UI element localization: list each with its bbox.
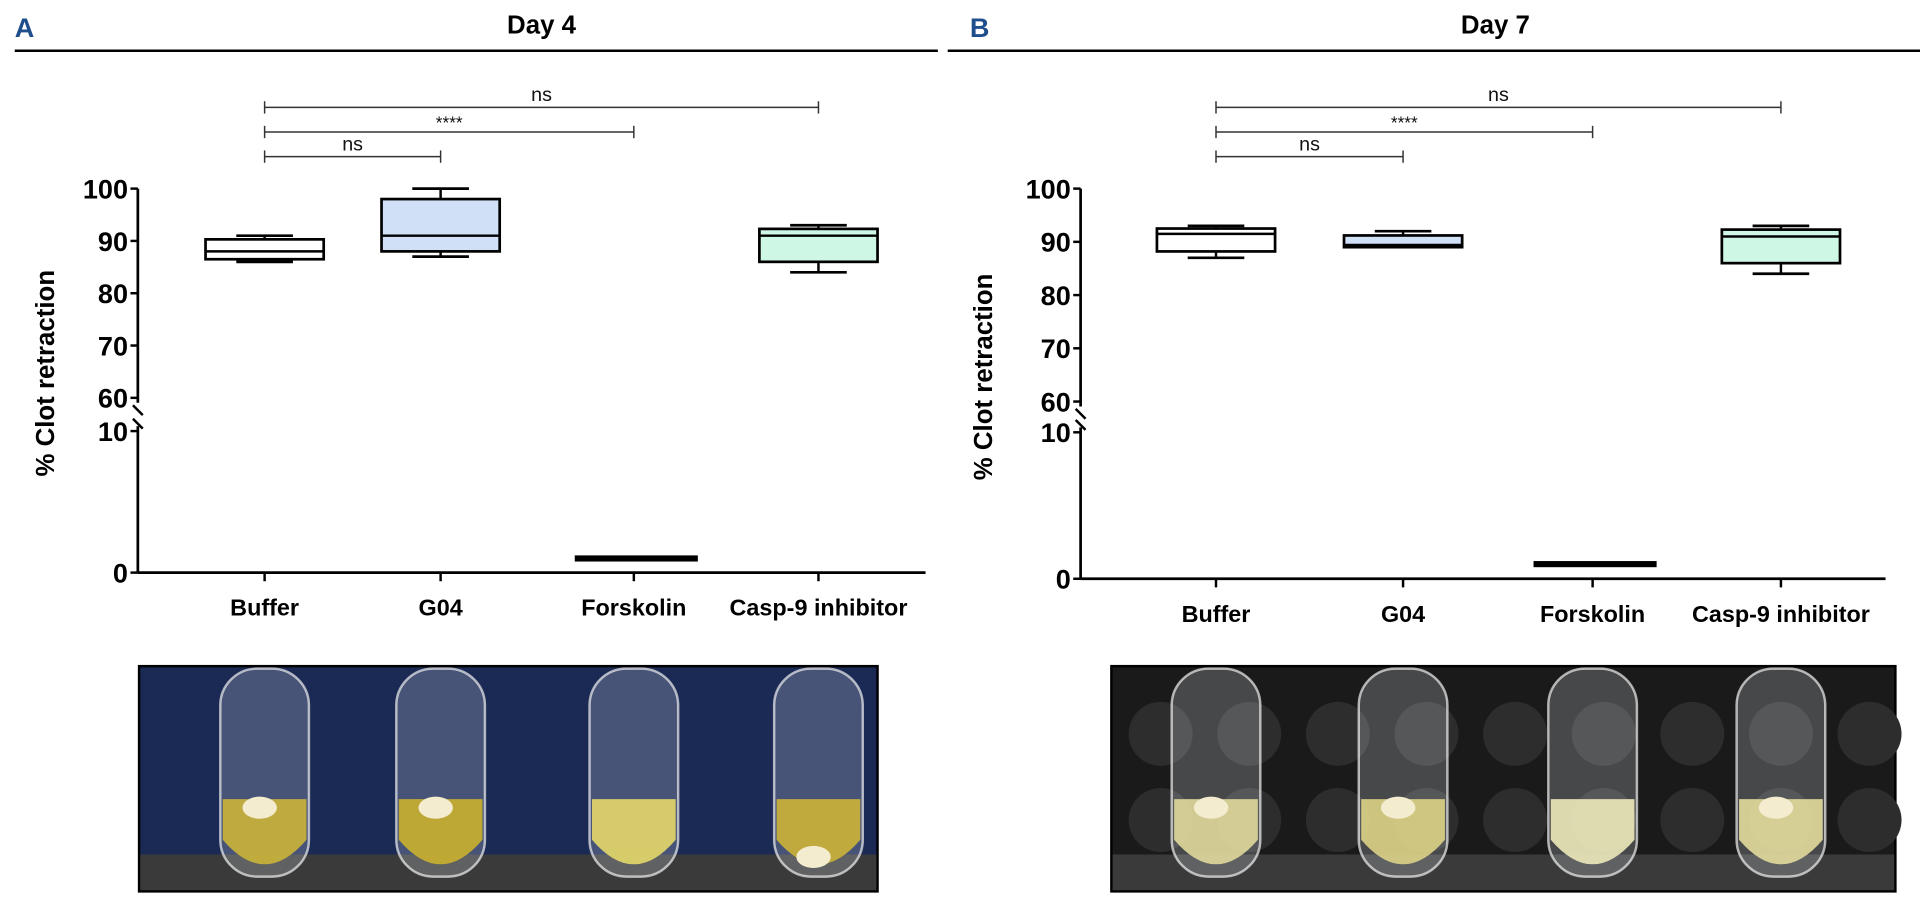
y-tick-label: 0: [113, 557, 128, 588]
plasma-liquid: [398, 799, 483, 865]
plasma-liquid: [222, 799, 307, 865]
panel-label-a: A: [15, 12, 35, 43]
significance-label: ns: [531, 84, 552, 106]
median-bar: [574, 555, 698, 562]
x-tick-label: G04: [1381, 601, 1425, 627]
median-bar: [1533, 561, 1657, 568]
x-tick-label: Forskolin: [581, 595, 686, 621]
y-axis-label-a: % Clot retraction: [32, 270, 60, 477]
rack-hole: [1305, 788, 1370, 852]
box: [758, 227, 879, 264]
y-tick-label: 60: [98, 383, 128, 414]
axis-break-mark: [1074, 419, 1087, 431]
plasma-liquid: [1739, 799, 1823, 865]
panel-title-b: Day 7: [1461, 12, 1530, 40]
axis-break-mark: [132, 404, 144, 416]
y-tick-label: 10: [1041, 417, 1071, 448]
y-tick-label: 0: [1056, 564, 1071, 595]
rack-hole: [1305, 701, 1370, 766]
tube-photo-a: [137, 664, 879, 893]
y-tick-label: 10: [98, 416, 128, 447]
plasma-liquid: [1550, 799, 1635, 865]
rack-hole: [1483, 701, 1548, 766]
plasma-liquid: [1361, 799, 1445, 865]
box: [204, 238, 326, 261]
tube-photo-b: [1110, 664, 1902, 893]
significance-label: ****: [1391, 112, 1418, 132]
x-tick-label: Forskolin: [1540, 601, 1645, 627]
significance-label: ns: [1299, 133, 1320, 155]
significance-label: ns: [1488, 84, 1509, 106]
rack-hole: [1217, 701, 1282, 766]
x-tick-label: Casp-9 inhibitor: [730, 595, 908, 621]
y-tick-label: 100: [83, 173, 128, 204]
rack-hole: [1837, 788, 1902, 852]
x-tick-label: Buffer: [230, 595, 299, 621]
box: [1720, 228, 1842, 265]
panel-title-a: Day 4: [507, 12, 577, 40]
y-tick-label: 70: [1041, 333, 1071, 364]
rack-hole: [1748, 701, 1813, 766]
clot: [1380, 796, 1416, 819]
y-tick-label: 90: [1041, 227, 1071, 258]
x-tick-label: Casp-9 inhibitor: [1692, 601, 1870, 627]
rack-hole: [1837, 701, 1902, 766]
plasma-liquid: [776, 799, 861, 865]
y-axis-label-b: % Clot retraction: [970, 274, 998, 481]
rack-hole: [1660, 701, 1725, 766]
box: [1342, 234, 1464, 249]
rack-hole: [1483, 788, 1548, 852]
axis-break-mark: [132, 417, 144, 430]
y-tick-label: 90: [98, 226, 128, 257]
y-tick-label: 60: [1041, 386, 1071, 417]
x-tick-label: Buffer: [1182, 601, 1251, 627]
rack-hole: [1394, 701, 1459, 766]
clot: [1193, 796, 1229, 819]
clot: [242, 796, 277, 819]
panel-label-b: B: [970, 12, 990, 43]
y-tick-label: 100: [1026, 173, 1071, 204]
rack-hole: [1571, 701, 1636, 766]
clot: [1758, 796, 1794, 819]
y-tick-label: 80: [98, 278, 128, 309]
y-tick-label: 70: [98, 330, 128, 361]
x-tick-label: G04: [419, 595, 463, 621]
rack-hole: [1128, 701, 1193, 766]
plasma-liquid: [1174, 799, 1258, 865]
significance-label: ****: [436, 112, 463, 132]
y-tick-label: 80: [1041, 280, 1071, 311]
rack-hole: [1660, 788, 1725, 852]
clot: [418, 796, 453, 819]
axis-break-mark: [1074, 408, 1087, 420]
significance-label: ns: [342, 133, 363, 155]
box: [1155, 227, 1277, 253]
clot: [796, 845, 831, 868]
box: [380, 197, 502, 253]
plasma-liquid: [592, 799, 676, 865]
